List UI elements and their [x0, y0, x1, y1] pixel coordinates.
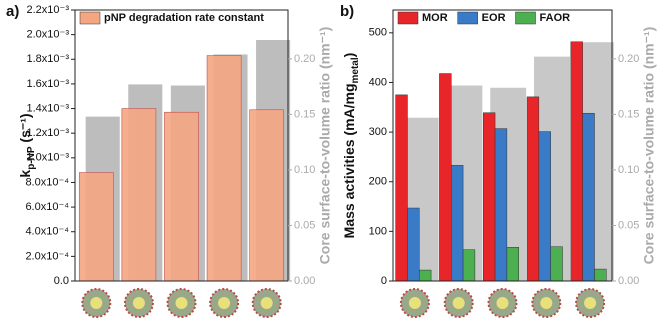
y2-tick-label: 0.05 [294, 219, 315, 231]
particle-core [540, 297, 553, 309]
bar [164, 111, 199, 282]
y2-tick-label: 0.05 [618, 219, 639, 231]
bar [462, 249, 476, 282]
y-tick-label: 500 [369, 27, 387, 39]
y2-tick-label: 0.10 [618, 164, 639, 176]
bar [451, 165, 464, 282]
y-tick-label: 2.0x10⁻⁴ [25, 250, 69, 262]
bar [419, 269, 432, 282]
bar [395, 94, 408, 282]
y-axis-label: Mass activities (mA/mgmetal) [341, 53, 361, 239]
bar [206, 55, 242, 282]
particle-core [260, 297, 273, 309]
bar [121, 108, 157, 282]
plot-frame [392, 9, 613, 282]
y-axis-label-part: (s⁻¹) [17, 113, 33, 146]
particle-core [175, 297, 188, 309]
legend-label: MOR [422, 12, 448, 24]
bar [550, 246, 563, 282]
bar [407, 207, 420, 282]
y-tick-label: 0.0 [54, 275, 69, 287]
y2-tick-label: 0.00 [294, 275, 315, 287]
bar [594, 268, 607, 282]
bar [582, 112, 595, 282]
y-tick-label: 2.0x10⁻³ [27, 29, 70, 41]
bar [439, 73, 452, 282]
y-tick-label: 300 [369, 126, 387, 138]
bar [526, 96, 540, 282]
bar [78, 172, 114, 282]
bar [538, 131, 551, 282]
y2-tick-label: 0.15 [294, 108, 315, 120]
y2-tick-label: 0.15 [618, 108, 639, 120]
bar [570, 41, 583, 282]
y-axis-label-part: metal [350, 57, 361, 83]
y-tick-label: 1.0x10⁻³ [27, 152, 70, 164]
y-axis-label-part: k [17, 170, 33, 178]
legend-swatch [397, 11, 419, 25]
y-tick-label: 1.8x10⁻³ [27, 53, 70, 65]
y-tick-label: 4.0x10⁻⁴ [25, 226, 69, 238]
y-tick-label: 8.0x10⁻⁴ [25, 176, 69, 188]
legend-swatch [79, 11, 101, 25]
panel-label: b) [340, 3, 354, 20]
particle-core [584, 297, 597, 309]
plot-frame [74, 9, 289, 282]
legend-label: FAOR [540, 12, 571, 24]
bar [494, 128, 508, 282]
y2-axis-label: Core surface-to-volume ratio (nm⁻¹) [641, 27, 657, 265]
y-tick-label: 200 [369, 176, 387, 188]
particle-core [218, 297, 231, 309]
y-tick-label: 100 [369, 225, 387, 237]
y-tick-label: 6.0x10⁻⁴ [25, 201, 69, 213]
particle-core [408, 297, 421, 309]
legend-swatch [515, 11, 536, 25]
particle-core [90, 297, 103, 309]
y-axis-label-part: Mass activities (mA/mg [341, 83, 357, 238]
y-tick-label: 1.2x10⁻³ [27, 127, 70, 139]
y-tick-label: 0 [381, 275, 387, 287]
y2-tick-label: 0.00 [618, 275, 639, 287]
y-tick-label: 400 [369, 76, 387, 88]
y2-axis-label: Core surface-to-volume ratio (nm⁻¹) [317, 27, 333, 265]
particle-core [496, 297, 509, 309]
y2-tick-label: 0.20 [294, 53, 315, 65]
y-tick-label: 1.4x10⁻³ [27, 102, 70, 114]
bar [506, 246, 519, 282]
particle-core [452, 297, 465, 309]
y-axis-label: kp-NP (s⁻¹) [17, 113, 37, 177]
y-axis-label-part: p-NP [26, 146, 37, 170]
particle-core [132, 297, 145, 309]
panel-label: a) [6, 3, 19, 20]
bar [482, 112, 496, 282]
y2-tick-label: 0.10 [294, 164, 315, 176]
y-tick-label: 1.6x10⁻³ [27, 78, 70, 90]
bar [249, 109, 285, 282]
y2-tick-label: 0.20 [618, 53, 639, 65]
legend-label: EOR [482, 12, 506, 24]
y-tick-label: 2.2x10⁻³ [27, 4, 70, 16]
legend-label: pNP degradation rate constant [104, 12, 264, 24]
y-axis-label-part: ) [341, 53, 357, 58]
legend-swatch [457, 11, 478, 25]
